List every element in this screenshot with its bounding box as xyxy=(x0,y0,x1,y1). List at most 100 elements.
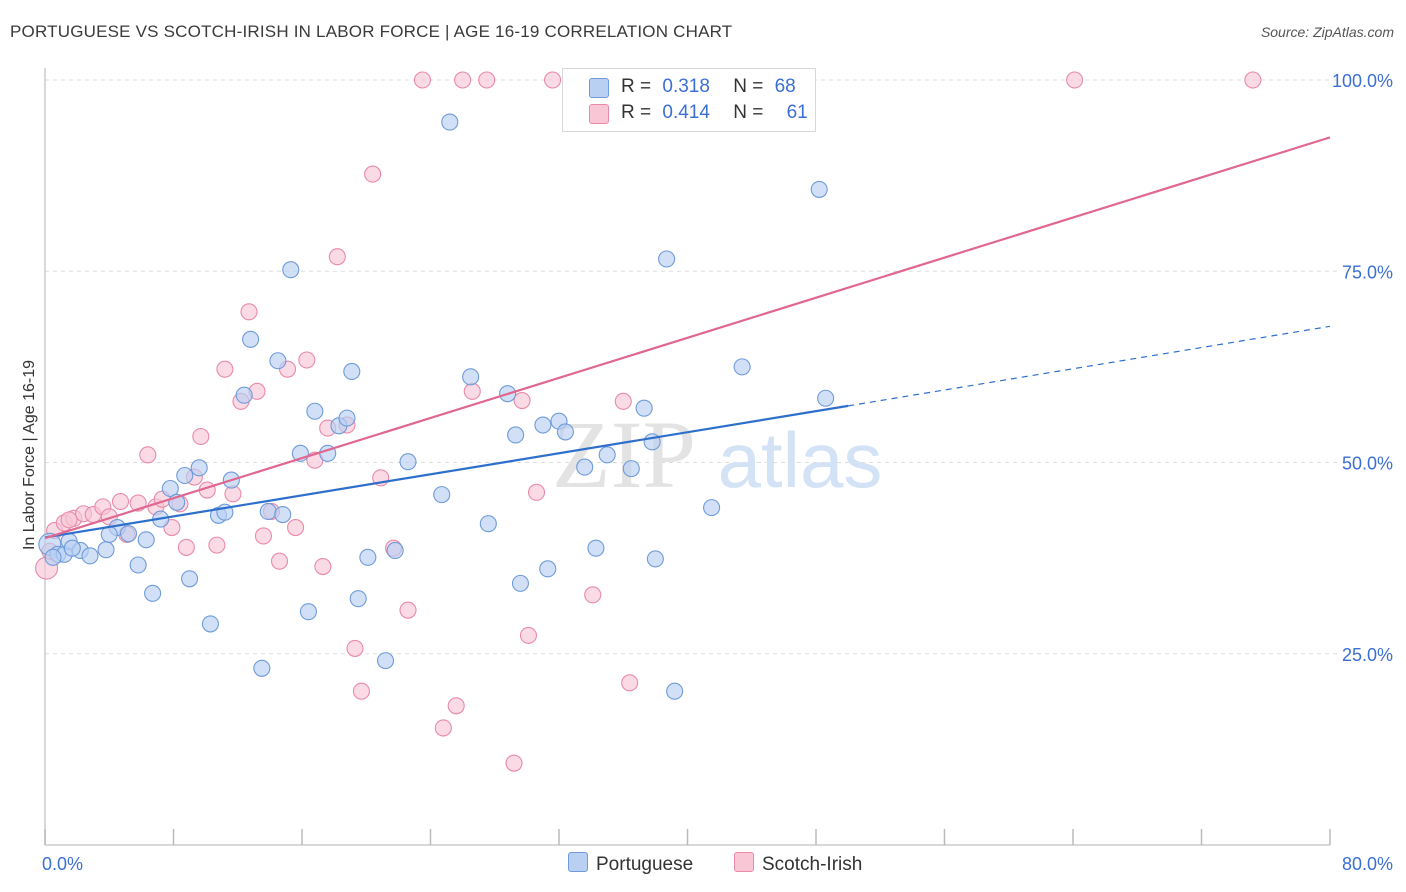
y-tick-label: 25.0% xyxy=(1342,645,1393,665)
scotch-irish-point xyxy=(399,601,417,619)
tick-labels: 25.0% 50.0% 75.0% 100.0% 0.0% 80.0% xyxy=(42,71,1393,874)
scotch-irish-point xyxy=(287,518,305,537)
watermark-zip: ZIP xyxy=(552,401,696,508)
portuguese-point xyxy=(44,548,62,566)
portuguese-point xyxy=(635,399,653,417)
portuguese-point xyxy=(299,603,317,621)
legend-swatch-blue xyxy=(589,78,609,98)
bottom-legend-portuguese: Portuguese xyxy=(568,852,693,876)
chart-title: PORTUGUESE VS SCOTCH-IRISH IN LABOR FORC… xyxy=(10,22,733,41)
scotch-irish-point xyxy=(352,682,370,700)
scotch-irish-point xyxy=(192,427,210,446)
source-label: Source: ZipAtlas.com xyxy=(1260,24,1394,40)
portuguese-point xyxy=(817,389,835,407)
portuguese-point xyxy=(201,615,219,633)
portuguese-point xyxy=(534,416,552,434)
legend-r-value: 0.414 xyxy=(662,102,710,123)
scotch-irish-point xyxy=(139,446,157,464)
scotch-irish-point xyxy=(328,248,346,266)
portuguese-point xyxy=(507,426,525,444)
portuguese-point xyxy=(646,550,664,568)
scotch-irish-point xyxy=(346,639,364,657)
scotch-irish-point xyxy=(298,351,316,369)
bottom-swatch-blue xyxy=(568,852,588,872)
bottom-legend-scotch-irish: Scotch-Irish xyxy=(734,852,862,876)
legend-box: R = 0.318 N = 68 R = 0.414 N = 61 xyxy=(562,68,816,132)
scotch-irish-point xyxy=(621,674,639,692)
portuguese-point xyxy=(703,499,721,517)
legend-r-label: R = xyxy=(621,102,652,123)
scotch-irish-point xyxy=(208,536,226,554)
scotch-irish-point xyxy=(505,754,523,772)
portuguese-point xyxy=(539,560,557,578)
portuguese-point xyxy=(161,479,179,498)
scotch-irish-point xyxy=(447,697,465,715)
portuguese-trend-extension xyxy=(848,325,1331,407)
portuguese-point xyxy=(338,409,356,427)
portuguese-point xyxy=(666,682,684,700)
axes xyxy=(44,68,1331,846)
x-tick-label: 80.0% xyxy=(1342,854,1393,874)
scotch-irish-point xyxy=(60,511,78,529)
portuguese-point xyxy=(81,547,99,565)
scotch-irish-point xyxy=(614,392,632,410)
portuguese-point xyxy=(259,502,277,521)
y-tick-label: 100.0% xyxy=(1332,71,1393,91)
portuguese-point xyxy=(433,486,451,504)
scotch-irish-point xyxy=(111,492,130,511)
bottom-legend-label: Portuguese xyxy=(596,854,694,875)
portuguese-point xyxy=(479,515,497,533)
portuguese-point xyxy=(386,541,404,560)
trend-lines xyxy=(44,136,1331,540)
scotch-irish-point xyxy=(177,538,195,556)
portuguese-point xyxy=(97,541,115,559)
bottom-swatch-pink xyxy=(734,852,754,872)
portuguese-point xyxy=(137,531,155,549)
portuguese-point xyxy=(733,358,751,376)
portuguese-point xyxy=(282,261,300,279)
scotch-irish-point xyxy=(240,303,258,321)
bottom-legend-label: Scotch-Irish xyxy=(762,854,863,875)
scotch-irish-trend-line xyxy=(44,136,1331,540)
portuguese-point xyxy=(144,584,162,602)
portuguese-point xyxy=(359,548,377,566)
y-tick-label: 50.0% xyxy=(1342,454,1393,474)
portuguese-point xyxy=(462,368,480,386)
legend-n-value: 61 xyxy=(786,102,808,123)
scotch-irish-point xyxy=(1244,71,1262,89)
scotch-irish-point xyxy=(434,719,452,737)
portuguese-point xyxy=(511,574,530,592)
legend-r-label: R = xyxy=(621,76,652,97)
scotch-irish-point xyxy=(364,165,382,183)
legend-n-value: 68 xyxy=(774,76,796,97)
portuguese-points xyxy=(38,113,835,700)
portuguese-point xyxy=(598,446,616,464)
scotch-irish-point xyxy=(463,382,481,400)
portuguese-point xyxy=(587,539,605,557)
portuguese-point xyxy=(63,539,81,557)
y-tick-label: 75.0% xyxy=(1342,262,1393,282)
legend-swatch-pink xyxy=(589,104,609,124)
scotch-irish-point xyxy=(216,360,234,378)
portuguese-point xyxy=(658,250,676,268)
gridlines xyxy=(45,79,1338,655)
portuguese-point xyxy=(441,113,459,131)
scotch-irish-point xyxy=(1066,71,1084,89)
scotch-irish-point xyxy=(413,71,432,89)
scotch-irish-point xyxy=(527,483,546,501)
portuguese-point xyxy=(242,330,260,348)
portuguese-point xyxy=(235,386,253,404)
x-tick-label: 0.0% xyxy=(42,854,83,874)
portuguese-point xyxy=(176,466,194,485)
scotch-irish-point xyxy=(544,71,562,89)
portuguese-point xyxy=(253,659,271,677)
portuguese-point xyxy=(576,458,594,476)
portuguese-point xyxy=(556,423,574,441)
legend-r-value: 0.318 xyxy=(662,76,710,97)
portuguese-point xyxy=(306,402,324,420)
portuguese-point xyxy=(622,460,640,478)
y-axis-label: In Labor Force | Age 16-19 xyxy=(21,359,38,551)
portuguese-point xyxy=(343,362,361,381)
watermark-atlas: atlas xyxy=(718,416,883,504)
